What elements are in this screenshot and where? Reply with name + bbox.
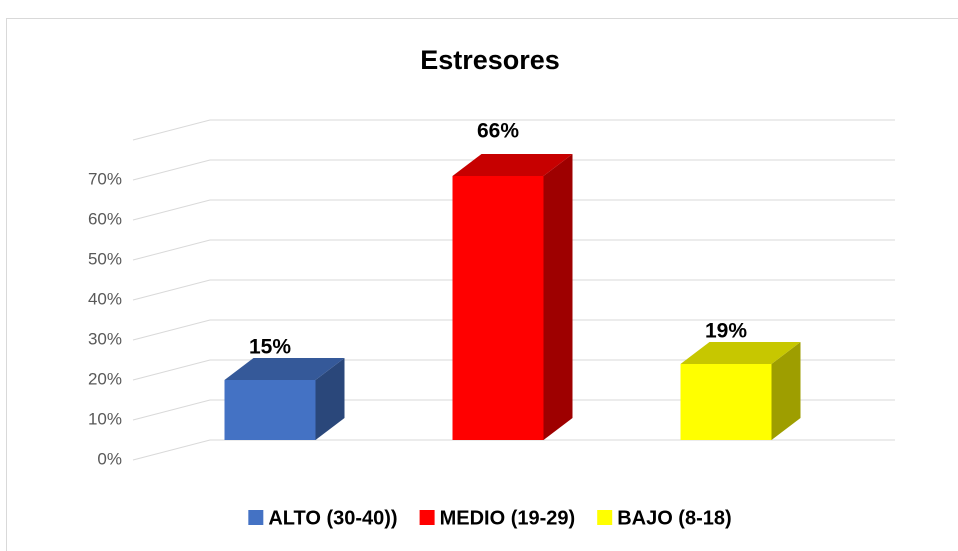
bar-top [452, 154, 573, 176]
y-tick-label: 40% [88, 289, 122, 308]
grid-line [132, 159, 895, 181]
y-tick-label: 70% [88, 169, 122, 188]
grid-line [132, 119, 895, 141]
data-label: 66% [477, 120, 519, 143]
bar-side [543, 154, 573, 440]
bar-side [771, 342, 801, 440]
y-tick-label: 20% [88, 369, 122, 388]
grid-line [132, 319, 895, 341]
legend-swatch [248, 510, 264, 525]
data-label: 19% [705, 320, 747, 343]
grid-line [132, 399, 895, 421]
bar-front [452, 176, 544, 440]
legend-label: MEDIO (19-29) [440, 507, 576, 529]
grid-line [132, 439, 895, 461]
y-tick-label: 30% [88, 329, 122, 348]
bar-top [680, 342, 801, 364]
bar-front [224, 380, 316, 440]
grid-line [132, 239, 895, 261]
grid-line [132, 359, 895, 381]
y-tick-label: 10% [88, 409, 122, 428]
bar [452, 154, 573, 440]
legend-swatch [597, 510, 613, 525]
data-label: 15% [249, 336, 291, 359]
bar-front [680, 364, 772, 440]
grid-line [132, 199, 895, 221]
y-tick-label: 50% [88, 249, 122, 268]
bar-top [224, 358, 345, 380]
legend-label: ALTO (30-40)) [268, 507, 397, 529]
legend-label: BAJO (8-18) [617, 507, 731, 529]
bar [224, 358, 345, 440]
bar-side [315, 358, 345, 440]
bar [680, 342, 801, 440]
grid-line [132, 279, 895, 301]
chart-title: Estresores [420, 45, 560, 75]
y-tick-label: 60% [88, 209, 122, 228]
y-tick-label: 0% [97, 449, 122, 468]
legend-swatch [419, 510, 435, 525]
